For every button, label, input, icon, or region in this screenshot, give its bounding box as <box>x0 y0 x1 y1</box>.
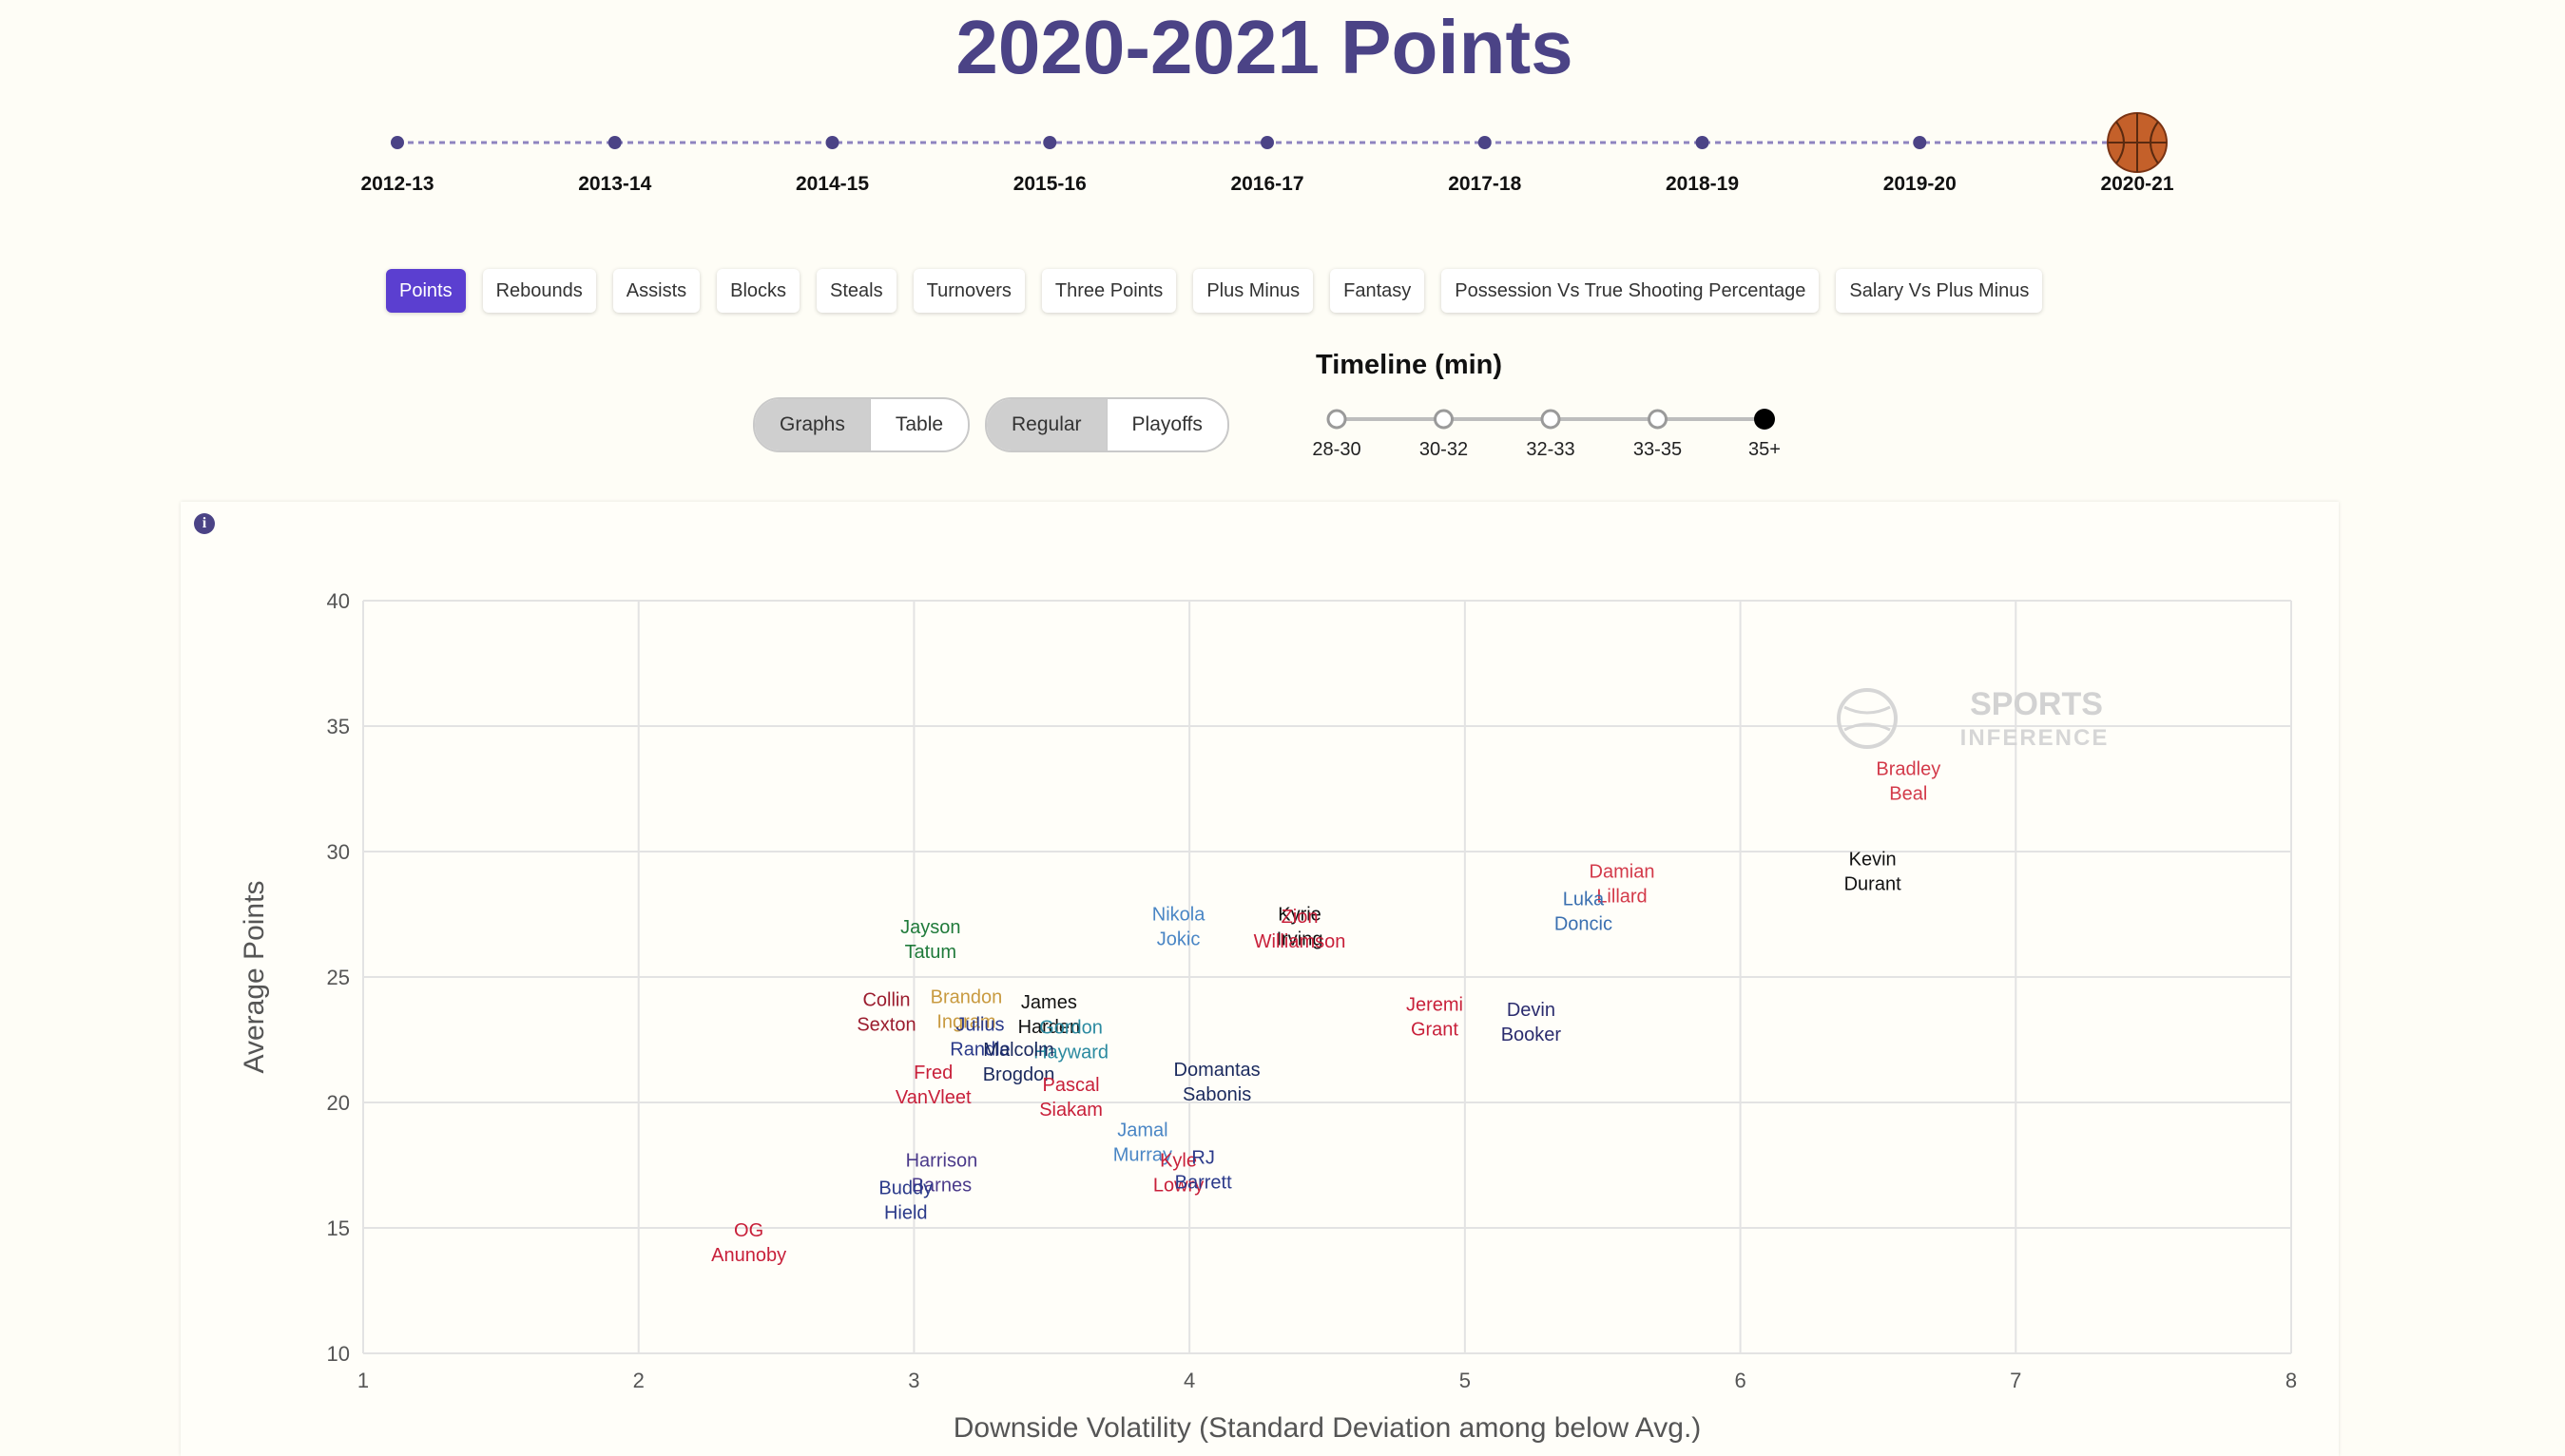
x-tick-label: 1 <box>357 1369 369 1392</box>
timeline-dot[interactable] <box>1043 136 1057 149</box>
point-label: OG Anunoby <box>711 1220 786 1266</box>
timeline-dot[interactable] <box>1695 136 1709 149</box>
point-label: Brandon Ingram <box>931 987 1003 1033</box>
y-tick-label: 15 <box>327 1217 350 1240</box>
season-label[interactable]: 2014-15 <box>795 173 870 195</box>
point-label: Kevin Durant <box>1844 849 1901 894</box>
y-tick-label: 35 <box>327 715 350 738</box>
slider-label[interactable]: 30-32 <box>1418 439 1469 460</box>
point-label: Pascal Siakam <box>1039 1075 1103 1121</box>
season-label[interactable]: 2013-14 <box>578 173 652 195</box>
timeline-dot[interactable] <box>391 136 404 149</box>
y-tick-label: 25 <box>327 966 350 989</box>
point-label: Jamal Murray <box>1113 1121 1172 1166</box>
timeline-dot[interactable] <box>608 136 622 149</box>
tab-blocks[interactable]: Blocks <box>717 269 800 313</box>
x-tick-label: 3 <box>908 1369 919 1392</box>
point-label: Kyrie Irving <box>1277 905 1323 950</box>
playoffs-button[interactable]: Playoffs <box>1106 399 1227 450</box>
season-label[interactable]: 2012-13 <box>360 173 434 195</box>
x-tick-label: 5 <box>1459 1369 1471 1392</box>
season-label[interactable]: 2016-17 <box>1230 173 1304 195</box>
tab-possession-vs-true-shooting-percentage[interactable]: Possession Vs True Shooting Percentage <box>1441 269 1820 313</box>
season-label[interactable]: 2018-19 <box>1665 173 1740 195</box>
point-label: Zion Williamson <box>1254 907 1346 952</box>
y-tick-label: 40 <box>327 589 350 613</box>
slider-label[interactable]: 28-30 <box>1312 439 1361 460</box>
point-label: Luka Doncic <box>1554 890 1612 935</box>
slider-label[interactable]: 35+ <box>1748 439 1781 460</box>
timeline-dot[interactable] <box>1261 136 1274 149</box>
y-tick-label: 20 <box>327 1091 350 1115</box>
slider-label[interactable]: 32-33 <box>1526 439 1575 460</box>
page-title: 2020-2021 Points <box>955 5 1573 89</box>
tab-steals[interactable]: Steals <box>817 269 897 313</box>
info-icon[interactable]: i <box>194 513 215 534</box>
point-label: Harrison Barnes <box>906 1150 978 1196</box>
tab-rebounds[interactable]: Rebounds <box>482 269 596 313</box>
x-tick-label: 4 <box>1184 1369 1195 1392</box>
y-axis-label: Average Points <box>239 881 270 1074</box>
x-tick-label: 7 <box>2010 1369 2021 1392</box>
chart-card: i <box>181 502 2339 1456</box>
stat-tabs: Points Rebounds Assists Blocks Steals Turnove… <box>386 269 2043 313</box>
timeline-dot[interactable] <box>1477 136 1492 149</box>
regular-button[interactable]: Regular <box>987 399 1107 450</box>
point-label: Kyle Lowry <box>1153 1150 1204 1196</box>
view-toggle: Graphs Table <box>753 397 971 452</box>
point-label: Domantas Sabonis <box>1174 1060 1261 1105</box>
point-label: Damian Lillard <box>1590 862 1655 908</box>
x-tick-label: 2 <box>633 1369 645 1392</box>
y-tick-label: 30 <box>327 840 350 864</box>
point-label: Malcolm Brogdon <box>983 1040 1055 1085</box>
x-axis-label: Downside Volatility (Standard Deviation … <box>954 1412 1702 1444</box>
x-tick-label: 6 <box>1734 1369 1745 1392</box>
y-tick-label: 10 <box>327 1342 350 1366</box>
tab-assists[interactable]: Assists <box>612 269 701 313</box>
watermark-line1: SPORTS <box>1970 686 2103 722</box>
sports-inference-watermark: SPORTS INFERENCE <box>1837 686 2110 751</box>
season-label[interactable]: 2015-16 <box>1012 173 1087 195</box>
minutes-timeline-title: Timeline (min) <box>1316 350 1503 380</box>
x-tick-label: 8 <box>2285 1369 2297 1392</box>
tab-plus-minus[interactable]: Plus Minus <box>1193 269 1314 313</box>
point-label: Jeremi Grant <box>1406 995 1463 1041</box>
season-label[interactable]: 2020-21 <box>2100 173 2174 195</box>
point-label: Bradley Beal <box>1876 758 1940 804</box>
watermark-line2: INFERENCE <box>1960 725 2110 751</box>
tab-salary-vs-plus-minus[interactable]: Salary Vs Plus Minus <box>1836 269 2043 313</box>
season-type-toggle: Regular Playoffs <box>985 397 1229 452</box>
point-label: Gordon Hayward <box>1033 1017 1109 1063</box>
timeline-dot[interactable] <box>825 136 839 149</box>
point-label: Julius Randle <box>950 1015 1010 1061</box>
point-label: RJ Barrett <box>1175 1148 1232 1194</box>
point-label: Jayson Tatum <box>900 917 960 963</box>
tab-three-points[interactable]: Three Points <box>1041 269 1177 313</box>
tab-fantasy[interactable]: Fantasy <box>1330 269 1425 313</box>
timeline-dot[interactable] <box>1913 136 1927 149</box>
slider-label[interactable]: 33-35 <box>1632 439 1683 460</box>
season-label[interactable]: 2019-20 <box>1882 173 1957 195</box>
point-label: Collin Sexton <box>857 989 916 1035</box>
point-label: Fred VanVleet <box>896 1063 972 1108</box>
point-label: Buddy Hield <box>878 1178 933 1223</box>
table-button[interactable]: Table <box>869 399 968 450</box>
point-label: Devin Booker <box>1501 1000 1562 1045</box>
season-label[interactable]: 2017-18 <box>1448 173 1522 195</box>
basketball-icon[interactable] <box>2107 112 2168 173</box>
tab-points[interactable]: Points <box>386 269 466 313</box>
point-label: James Harden <box>1018 992 1081 1038</box>
season-timeline <box>391 112 2168 173</box>
tab-turnovers[interactable]: Turnovers <box>913 269 1025 313</box>
graphs-button[interactable]: Graphs <box>755 399 870 450</box>
point-label: Nikola Jokic <box>1152 905 1205 950</box>
